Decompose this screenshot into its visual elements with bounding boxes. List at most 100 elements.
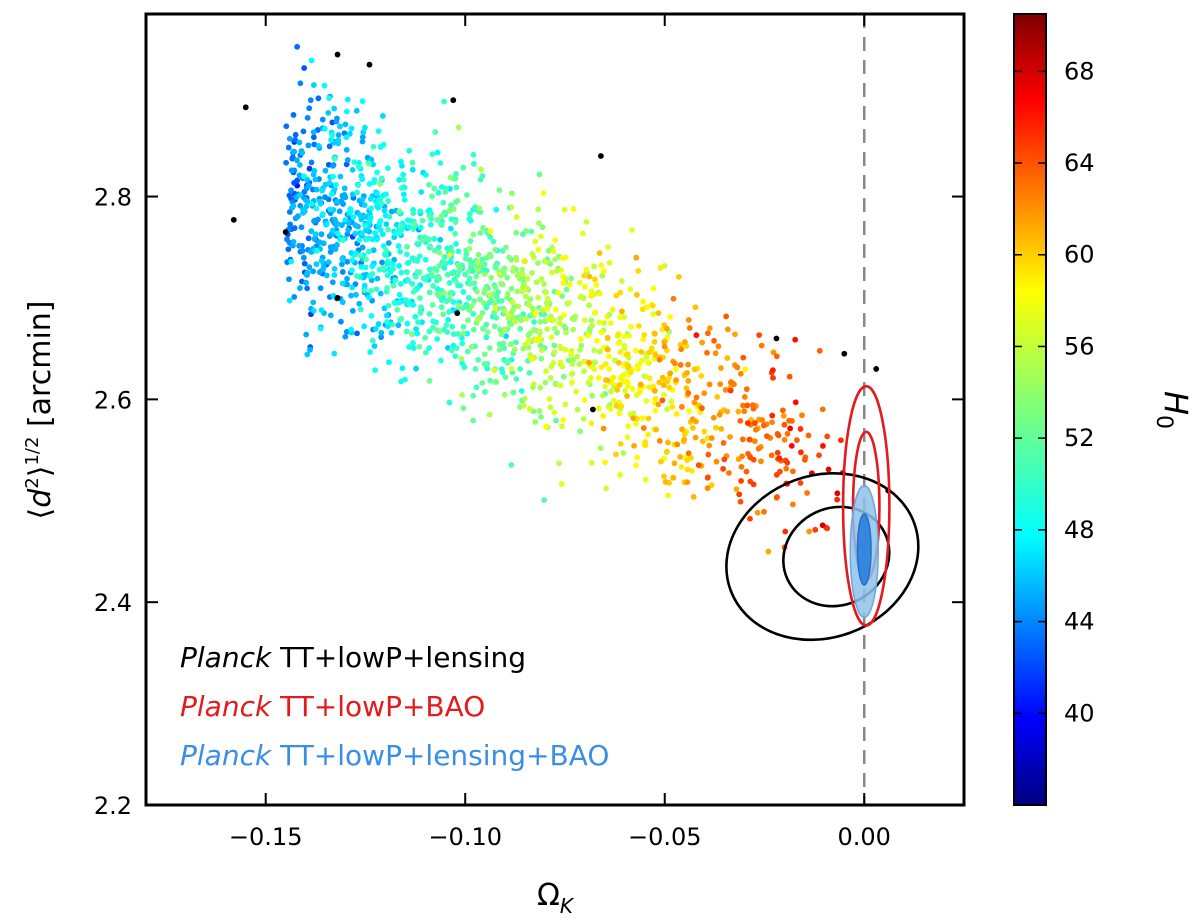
scatter-point [357, 212, 363, 218]
scatter-point [797, 480, 804, 486]
scatter-point [365, 248, 372, 255]
scatter-point [692, 304, 699, 311]
scatter-point [319, 211, 326, 217]
scatter-point [673, 377, 680, 383]
scatter-point [610, 397, 617, 404]
scatter-point [617, 440, 624, 447]
scatter-point [470, 326, 477, 333]
scatter-point [634, 454, 640, 461]
scatter-point [701, 390, 708, 397]
scatter-point [552, 306, 559, 313]
scatter-point [645, 415, 652, 422]
scatter-point [764, 433, 770, 440]
scatter-point [460, 289, 467, 295]
scatter-point [433, 267, 440, 274]
scatter-point [304, 351, 311, 358]
scatter-point [665, 439, 671, 446]
scatter-point [578, 342, 585, 349]
scatter-point [788, 442, 795, 449]
scatter-point [491, 300, 498, 307]
scatter-point [758, 342, 765, 349]
scatter-point [430, 318, 437, 325]
scatter-point [310, 268, 317, 275]
scatter-point [466, 245, 473, 252]
scatter-point [452, 230, 458, 237]
scatter-point [329, 227, 336, 234]
scatter-point [459, 340, 466, 347]
scatter-point [677, 453, 684, 460]
scatter-point [652, 352, 659, 358]
scatter-point [710, 414, 717, 421]
scatter-point [397, 281, 404, 287]
scatter-point [419, 319, 425, 326]
scatter-point [568, 275, 575, 282]
scatter-point [384, 272, 391, 279]
scatter-point [361, 323, 368, 330]
scatter-point [398, 158, 404, 165]
scatter-point [378, 334, 385, 341]
scatter-point [499, 369, 506, 376]
scatter-point [630, 415, 637, 422]
scatter-point [659, 397, 666, 404]
scatter-point [560, 280, 567, 286]
scatter-point [331, 265, 338, 272]
scatter-point [565, 357, 572, 364]
scatter-point [385, 240, 392, 246]
scatter-point [698, 405, 705, 412]
scatter-point [557, 359, 564, 366]
scatter-point [650, 383, 657, 390]
colorbar-tick-label: 56 [1064, 332, 1095, 360]
scatter-point [397, 230, 403, 236]
scatter-point [738, 478, 744, 484]
scatter-point [714, 393, 721, 400]
scatter-point [384, 284, 390, 291]
scatter-point [315, 95, 322, 102]
scatter-point [466, 216, 473, 222]
scatter-point [419, 217, 426, 224]
scatter-point [692, 434, 699, 441]
scatter-point [449, 323, 456, 330]
scatter-point [366, 218, 373, 225]
scatter-point [286, 297, 293, 304]
scatter-point [334, 198, 340, 205]
scatter-point [287, 221, 294, 228]
scatter-point [371, 343, 378, 349]
scatter-point [699, 339, 706, 346]
scatter-point [625, 423, 631, 429]
scatter-point [560, 273, 567, 280]
scatter-point [539, 306, 546, 313]
scatter-point [522, 293, 529, 300]
scatter-point [403, 328, 410, 335]
scatter-point [698, 373, 705, 379]
scatter-point [438, 297, 445, 303]
scatter-point [624, 434, 631, 441]
scatter-point [586, 359, 592, 366]
scatter-point [283, 159, 290, 166]
y-tick-label: 2.8 [94, 184, 132, 212]
scatter-point [458, 335, 465, 342]
scatter-point [348, 267, 355, 274]
scatter-point [286, 276, 292, 283]
scatter-point [556, 320, 563, 327]
scatter-point [535, 206, 542, 213]
scatter-point [296, 139, 303, 146]
scatter-point [470, 231, 477, 238]
scatter-point [335, 132, 342, 138]
scatter-point [437, 236, 444, 243]
scatter-point [379, 259, 385, 266]
scatter-point [559, 423, 565, 430]
scatter-point [689, 425, 696, 431]
scatter-point [752, 426, 759, 433]
scatter-point [737, 498, 744, 505]
scatter-point [308, 57, 315, 64]
scatter-point [544, 305, 551, 312]
scatter-point [715, 343, 722, 350]
scatter-point [470, 151, 477, 158]
scatter-point [591, 263, 598, 270]
scatter-point [315, 216, 321, 223]
scatter-point [536, 171, 543, 178]
scatter-point [627, 286, 634, 293]
scatter-point [514, 288, 521, 295]
scatter-point [770, 349, 777, 356]
scatter-point [488, 274, 495, 281]
